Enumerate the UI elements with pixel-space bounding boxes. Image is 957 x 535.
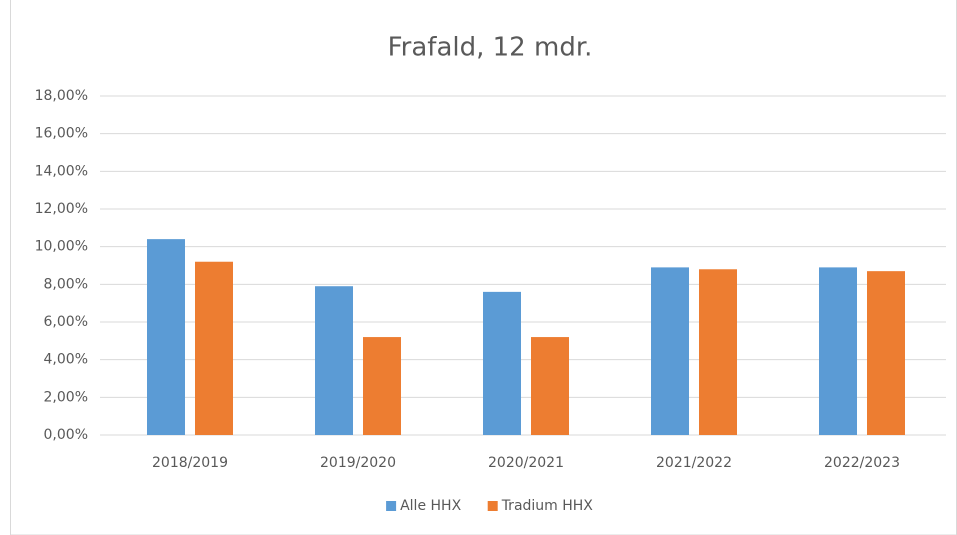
chart-title: Frafald, 12 mdr. — [388, 33, 593, 63]
x-tick-label: 2019/2020 — [320, 455, 396, 471]
x-tick-label: 2022/2023 — [824, 455, 900, 471]
bar — [195, 261, 233, 435]
y-tick-label: 12,00% — [35, 201, 88, 217]
legend-label: Alle HHX — [400, 498, 461, 514]
bar — [483, 291, 521, 435]
legend-label: Tradium HHX — [501, 498, 594, 514]
y-tick-label: 6,00% — [44, 314, 88, 330]
bar — [315, 286, 353, 435]
x-tick-label: 2021/2022 — [656, 455, 732, 471]
y-tick-label: 14,00% — [35, 163, 88, 179]
y-tick-label: 0,00% — [44, 427, 88, 443]
bar — [363, 337, 401, 435]
bar — [867, 271, 905, 435]
y-tick-label: 2,00% — [44, 389, 88, 405]
x-tick-label: 2020/2021 — [488, 455, 564, 471]
y-tick-label: 4,00% — [44, 352, 88, 368]
y-tick-label: 10,00% — [35, 239, 88, 255]
bar — [147, 239, 185, 435]
y-tick-label: 16,00% — [35, 126, 88, 142]
legend-swatch — [487, 501, 498, 511]
bar — [819, 267, 857, 435]
legend-swatch — [386, 501, 397, 511]
y-tick-label: 18,00% — [35, 88, 88, 104]
x-tick-label: 2018/2019 — [152, 455, 228, 471]
bar — [651, 267, 689, 435]
bar — [531, 337, 569, 435]
y-tick-label: 8,00% — [44, 276, 88, 292]
bar — [699, 269, 737, 435]
